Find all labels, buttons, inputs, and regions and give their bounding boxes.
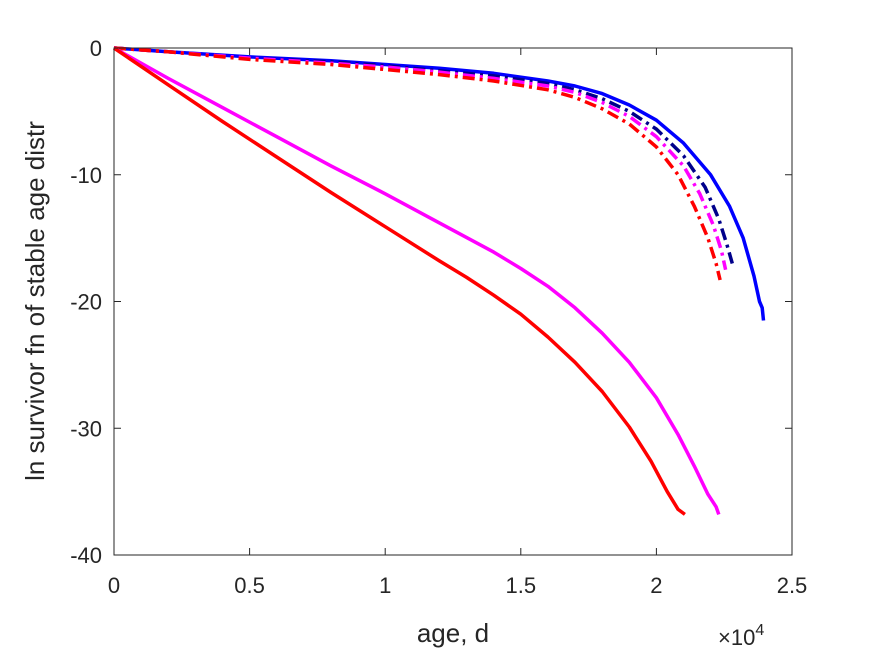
series-line-5 [113, 46, 721, 515]
ticks-layer: 0 0.5 1 1.5 2 2.5 0 -10 -20 -30 -40 [70, 36, 807, 598]
y-tick-label: -10 [70, 163, 102, 188]
series-line-2 [113, 46, 734, 264]
series-line-6 [113, 46, 686, 516]
series-layer [113, 46, 766, 516]
y-tick-label: -30 [70, 416, 102, 441]
x-tick-label: 0 [108, 573, 120, 598]
x-tick-label: 2.5 [777, 573, 808, 598]
y-tick-label: 0 [90, 36, 102, 61]
y-tick-label: -20 [70, 290, 102, 315]
x-tick-label: 1 [379, 573, 391, 598]
x-exponent-power: 4 [755, 622, 764, 639]
y-axis-label: ln survivor fn of stable age distr [20, 121, 50, 481]
plot-area [114, 48, 792, 555]
x-axis-label: age, d [417, 618, 489, 648]
x-tick-label: 2 [650, 573, 662, 598]
x-tick-label: 1.5 [506, 573, 537, 598]
x-tick-label: 0.5 [234, 573, 265, 598]
x-exponent-label: ×104 [718, 622, 764, 650]
series-line-4 [113, 46, 722, 281]
y-tick-label: -40 [70, 543, 102, 568]
x-exponent-base: ×10 [718, 625, 755, 650]
